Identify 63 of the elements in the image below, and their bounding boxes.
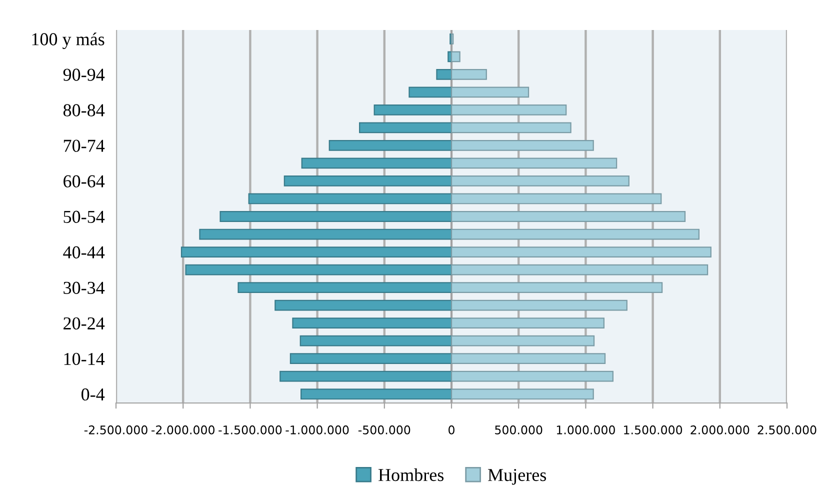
y-tick-label: 100 y más (32, 32, 104, 50)
y-tick-label: 20-24 (64, 317, 105, 330)
y-tick-label: 30-34 (64, 282, 105, 294)
bar (450, 104, 567, 116)
x-tick-label: -2.500.000 (84, 425, 148, 434)
bar (248, 193, 452, 204)
legend-label: Mujeres (488, 468, 546, 485)
bar (300, 388, 452, 400)
bar (238, 282, 452, 293)
bar (280, 370, 452, 382)
bar (450, 158, 618, 169)
x-tick-label: 2.500.000 (758, 425, 816, 434)
bar (180, 246, 452, 258)
x-tick-label: 1.500.000 (624, 425, 682, 434)
bar (450, 211, 686, 222)
bar (450, 388, 594, 400)
bar (374, 104, 452, 116)
bar (450, 51, 460, 62)
bar (284, 176, 452, 186)
bar (450, 318, 605, 329)
y-tick-label: 80-84 (63, 104, 105, 116)
bar (450, 353, 606, 364)
x-tick-label: 500.000 (495, 425, 542, 434)
bar (450, 122, 572, 134)
y-tick-label: 70-74 (64, 140, 105, 152)
bar (450, 140, 594, 151)
bar (220, 211, 452, 222)
bar (450, 335, 595, 346)
y-tick-label: 60-64 (64, 175, 105, 188)
bar (301, 158, 452, 169)
legend-label: Hombres (378, 468, 444, 482)
bar (199, 228, 452, 240)
bar (450, 282, 663, 293)
bar (450, 300, 628, 311)
bar (450, 176, 630, 186)
x-tick-label: -1.000.000 (286, 425, 349, 434)
y-tick-label: 10-14 (64, 352, 105, 366)
x-tick-label: 1.000.000 (556, 425, 615, 434)
y-tick-label: 40-44 (63, 246, 105, 258)
bar (408, 86, 452, 98)
bar (359, 122, 452, 134)
bar (450, 86, 530, 98)
bar (450, 228, 700, 240)
bar (328, 140, 452, 151)
bar (274, 300, 452, 311)
bar (300, 335, 452, 346)
bar (450, 370, 614, 382)
x-tick-label: -1.500.000 (218, 425, 282, 434)
bar (450, 193, 662, 204)
bar (450, 264, 708, 276)
bar (436, 68, 452, 80)
bar (185, 264, 452, 276)
bar (290, 353, 452, 364)
bar (450, 246, 712, 258)
bar (292, 318, 452, 329)
y-tick-label: 50-54 (64, 210, 105, 223)
y-tick-label: 90-94 (63, 68, 105, 81)
x-tick-label: 0 (448, 425, 454, 434)
x-tick-label: -500.000 (358, 425, 410, 434)
bar (450, 68, 487, 80)
y-tick-label: 0-4 (82, 388, 105, 401)
x-tick-label: -2.000.000 (152, 425, 214, 434)
x-tick-label: 2.000.000 (690, 425, 750, 434)
